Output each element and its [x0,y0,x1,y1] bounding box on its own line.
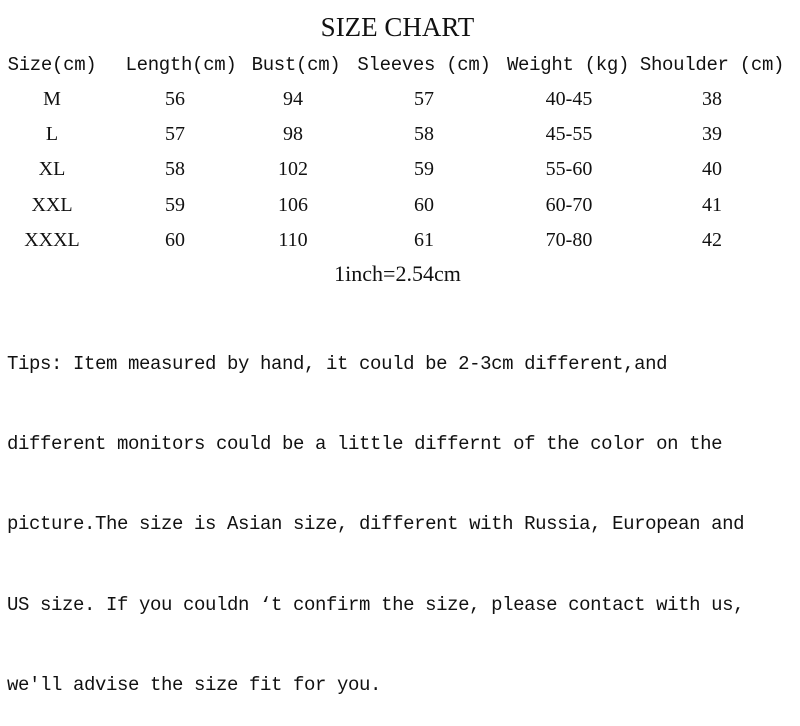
table-cell: 94 [283,88,303,110]
table-cell: 38 [702,88,722,110]
column-header: Weight (kg) [506,54,630,76]
tips-text: Tips: Item measured by hand, it could be… [7,297,745,726]
table-cell: M [43,88,61,110]
table-cell: 55-60 [545,158,593,180]
table-cell: 58 [165,158,185,180]
table-cell: 58 [414,123,434,145]
table-cell: XXXL [24,229,80,251]
table-cell: 61 [414,229,434,251]
table-cell: 60 [414,194,434,216]
table-cell: 110 [278,229,308,251]
chart-title: SIZE CHART [320,12,475,42]
table-cell: 41 [702,194,722,216]
table-cell: 102 [278,158,308,180]
column-header: Sleeves (cm) [357,54,491,76]
table-cell: 59 [414,158,434,180]
table-cell: 42 [702,229,722,251]
column-header: Size(cm) [7,54,97,76]
table-cell: 40 [702,158,722,180]
table-cell: 56 [165,88,185,110]
tips-line: Tips: Item measured by hand, it could be… [7,352,668,375]
column-header: Length(cm) [125,54,237,76]
table-cell: 98 [283,123,303,145]
column-header: Shoulder (cm) [639,54,785,76]
table-cell: 40-45 [545,88,593,110]
table-cell: L [45,123,59,145]
table-cell: XXL [31,194,73,216]
column-header: Bust(cm) [251,54,341,76]
table-cell: 60-70 [545,194,593,216]
inch-conversion: 1inch=2.54cm [334,261,461,286]
tips-line: picture.The size is Asian size, differen… [7,513,745,536]
table-cell: 106 [278,194,308,216]
table-cell: XL [38,158,66,180]
table-cell: 57 [414,88,434,110]
tips-line: we'll advise the size fit for you. [7,674,382,697]
table-cell: 60 [165,229,185,251]
tips-line: different monitors could be a little dif… [7,432,723,455]
table-cell: 39 [702,123,722,145]
table-cell: 45-55 [545,123,593,145]
table-cell: 70-80 [545,229,593,251]
tips-line: US size. If you couldn ‘t confirm the si… [7,593,745,616]
table-cell: 57 [165,123,185,145]
table-cell: 59 [165,194,185,216]
